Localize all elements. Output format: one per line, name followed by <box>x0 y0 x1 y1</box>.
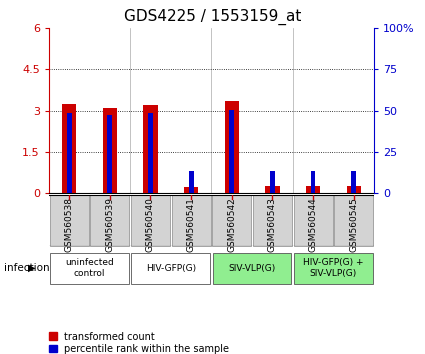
Bar <box>294 253 373 284</box>
Bar <box>270 171 275 193</box>
Bar <box>108 115 112 193</box>
Legend: transformed count, percentile rank within the sample: transformed count, percentile rank withi… <box>49 332 230 354</box>
Bar <box>225 101 239 193</box>
Text: GSM560539: GSM560539 <box>105 197 114 252</box>
Bar <box>184 187 198 193</box>
Bar <box>67 113 72 193</box>
Bar <box>212 195 251 246</box>
Bar <box>143 105 158 193</box>
Bar <box>311 171 315 193</box>
Bar <box>306 185 320 193</box>
Bar <box>172 195 211 246</box>
Text: GSM560544: GSM560544 <box>309 197 317 252</box>
Text: HIV-GFP(G) +
SIV-VLP(G): HIV-GFP(G) + SIV-VLP(G) <box>303 258 364 278</box>
Text: uninfected
control: uninfected control <box>65 258 114 278</box>
Bar <box>334 195 373 246</box>
Bar <box>230 110 234 193</box>
Text: SIV-VLP(G): SIV-VLP(G) <box>229 264 276 273</box>
Bar <box>265 185 280 193</box>
Text: GSM560541: GSM560541 <box>187 197 196 252</box>
Bar <box>62 104 76 193</box>
Bar <box>131 195 170 246</box>
Bar <box>50 195 89 246</box>
Bar <box>212 253 292 284</box>
Text: GSM560538: GSM560538 <box>65 197 74 252</box>
Bar <box>91 195 129 246</box>
Bar <box>253 195 292 246</box>
Text: GDS4225 / 1553159_at: GDS4225 / 1553159_at <box>124 9 301 25</box>
Bar <box>189 171 193 193</box>
Bar <box>294 195 332 246</box>
Text: HIV-GFP(G): HIV-GFP(G) <box>146 264 196 273</box>
Text: ▶: ▶ <box>28 263 36 273</box>
Bar <box>346 185 361 193</box>
Text: GSM560542: GSM560542 <box>227 197 236 252</box>
Bar <box>351 171 356 193</box>
Text: infection: infection <box>4 263 50 273</box>
Text: GSM560543: GSM560543 <box>268 197 277 252</box>
Bar <box>50 253 129 284</box>
Bar <box>103 108 117 193</box>
Bar <box>131 253 210 284</box>
Bar <box>148 113 153 193</box>
Text: GSM560545: GSM560545 <box>349 197 358 252</box>
Text: GSM560540: GSM560540 <box>146 197 155 252</box>
